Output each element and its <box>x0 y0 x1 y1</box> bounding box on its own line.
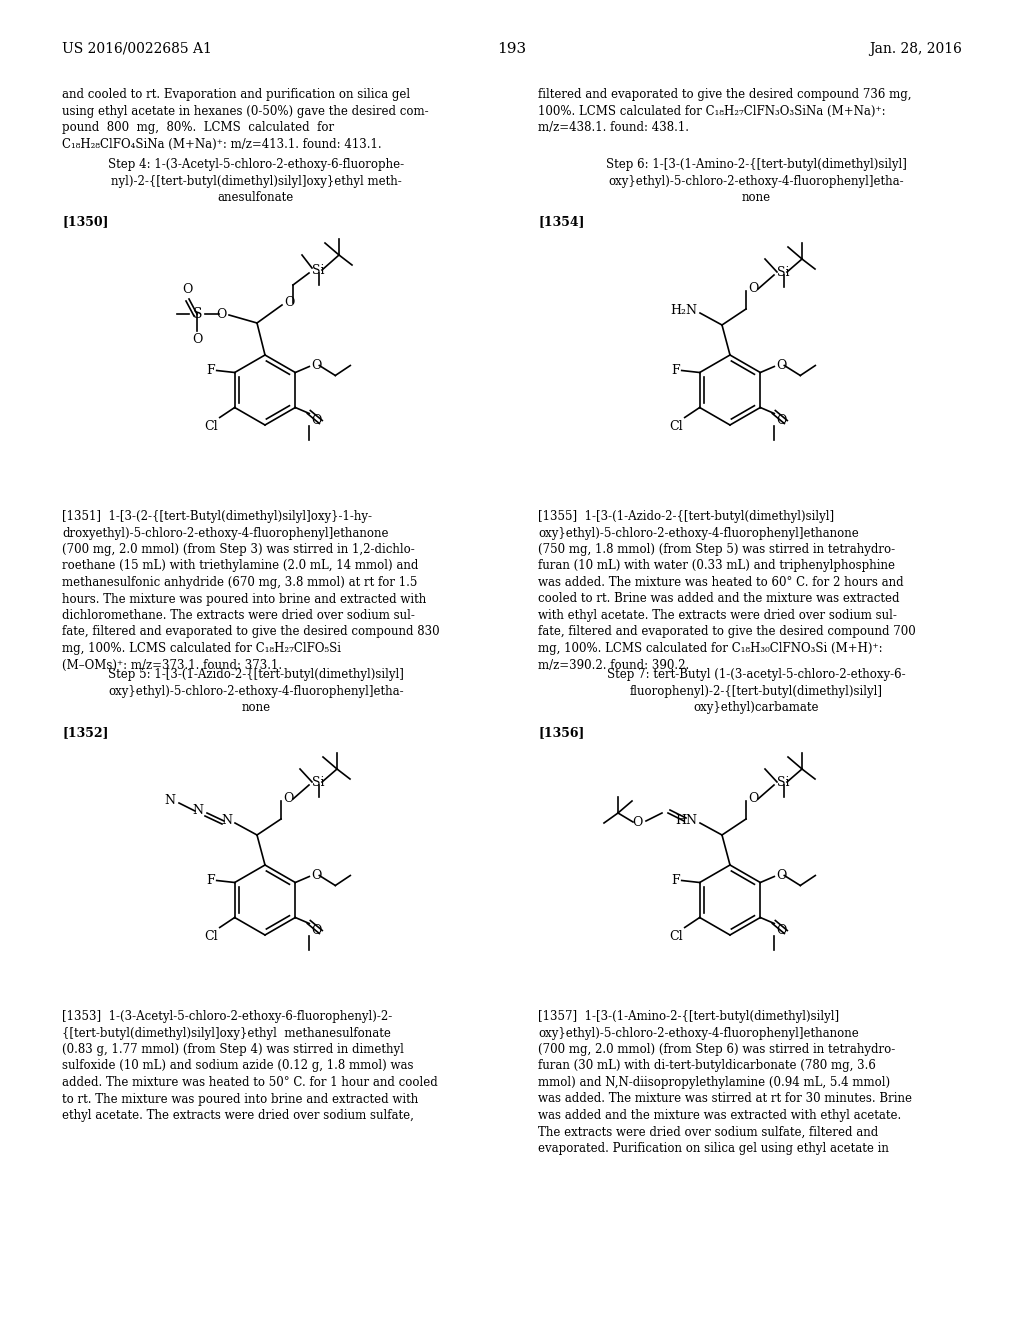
Text: [1350]: [1350] <box>62 215 109 228</box>
Text: F: F <box>671 874 680 887</box>
Text: O: O <box>283 792 293 805</box>
Text: [1353]  1-(3-Acetyl-5-chloro-2-ethoxy-6-fluorophenyl)-2-
{[tert-butyl(dimethyl)s: [1353] 1-(3-Acetyl-5-chloro-2-ethoxy-6-f… <box>62 1010 437 1122</box>
Text: Si: Si <box>777 776 790 788</box>
Text: Step 4: 1-(3-Acetyl-5-chloro-2-ethoxy-6-fluorophe-
nyl)-2-{[tert-butyl(dimethyl): Step 4: 1-(3-Acetyl-5-chloro-2-ethoxy-6-… <box>108 158 404 205</box>
Text: Si: Si <box>777 265 790 279</box>
Text: [1355]  1-[3-(1-Azido-2-{[tert-butyl(dimethyl)silyl]
oxy}ethyl)-5-chloro-2-ethox: [1355] 1-[3-(1-Azido-2-{[tert-butyl(dime… <box>538 510 915 672</box>
Text: O: O <box>284 297 294 309</box>
Text: O: O <box>633 816 643 829</box>
Text: O: O <box>311 414 322 428</box>
Text: O: O <box>191 333 202 346</box>
Text: [1356]: [1356] <box>538 726 585 739</box>
Text: O: O <box>776 924 786 937</box>
Text: S: S <box>193 308 202 321</box>
Text: O: O <box>182 282 193 296</box>
Text: Jan. 28, 2016: Jan. 28, 2016 <box>869 42 962 55</box>
Text: [1354]: [1354] <box>538 215 585 228</box>
Text: Cl: Cl <box>669 929 683 942</box>
Text: Si: Si <box>312 264 325 276</box>
Text: Step 7: tert-Butyl (1-(3-acetyl-5-chloro-2-ethoxy-6-
fluorophenyl)-2-{[tert-buty: Step 7: tert-Butyl (1-(3-acetyl-5-chloro… <box>606 668 905 714</box>
Text: O: O <box>748 282 759 296</box>
Text: H₂N: H₂N <box>670 305 697 318</box>
Text: O: O <box>776 869 786 882</box>
Text: [1351]  1-[3-(2-{[tert-Butyl(dimethyl)silyl]oxy}-1-hy-
droxyethyl)-5-chloro-2-et: [1351] 1-[3-(2-{[tert-Butyl(dimethyl)sil… <box>62 510 439 672</box>
Text: and cooled to rt. Evaporation and purification on silica gel
using ethyl acetate: and cooled to rt. Evaporation and purifi… <box>62 88 429 150</box>
Text: O: O <box>776 414 786 428</box>
Text: O: O <box>748 792 759 805</box>
Text: O: O <box>311 869 322 882</box>
Text: 193: 193 <box>498 42 526 55</box>
Text: Step 6: 1-[3-(1-Amino-2-{[tert-butyl(dimethyl)silyl]
oxy}ethyl)-5-chloro-2-ethox: Step 6: 1-[3-(1-Amino-2-{[tert-butyl(dim… <box>605 158 906 205</box>
Text: O: O <box>311 359 322 372</box>
Text: filtered and evaporated to give the desired compound 736 mg,
100%. LCMS calculat: filtered and evaporated to give the desi… <box>538 88 911 135</box>
Text: O: O <box>217 308 227 321</box>
Text: N: N <box>221 814 232 828</box>
Text: US 2016/0022685 A1: US 2016/0022685 A1 <box>62 42 212 55</box>
Text: O: O <box>311 924 322 937</box>
Text: [1357]  1-[3-(1-Amino-2-{[tert-butyl(dimethyl)silyl]
oxy}ethyl)-5-chloro-2-ethox: [1357] 1-[3-(1-Amino-2-{[tert-butyl(dime… <box>538 1010 912 1155</box>
Text: Cl: Cl <box>204 929 218 942</box>
Text: Si: Si <box>312 776 325 788</box>
Text: N: N <box>164 795 175 808</box>
Text: Cl: Cl <box>204 420 218 433</box>
Text: Step 5: 1-[3-(1-Azido-2-{[tert-butyl(dimethyl)silyl]
oxy}ethyl)-5-chloro-2-ethox: Step 5: 1-[3-(1-Azido-2-{[tert-butyl(dim… <box>109 668 403 714</box>
Text: Cl: Cl <box>669 420 683 433</box>
Text: N: N <box>193 804 203 817</box>
Text: F: F <box>206 874 215 887</box>
Text: O: O <box>776 359 786 372</box>
Text: F: F <box>671 364 680 378</box>
Text: [1352]: [1352] <box>62 726 109 739</box>
Text: F: F <box>206 364 215 378</box>
Text: HN: HN <box>675 814 697 828</box>
